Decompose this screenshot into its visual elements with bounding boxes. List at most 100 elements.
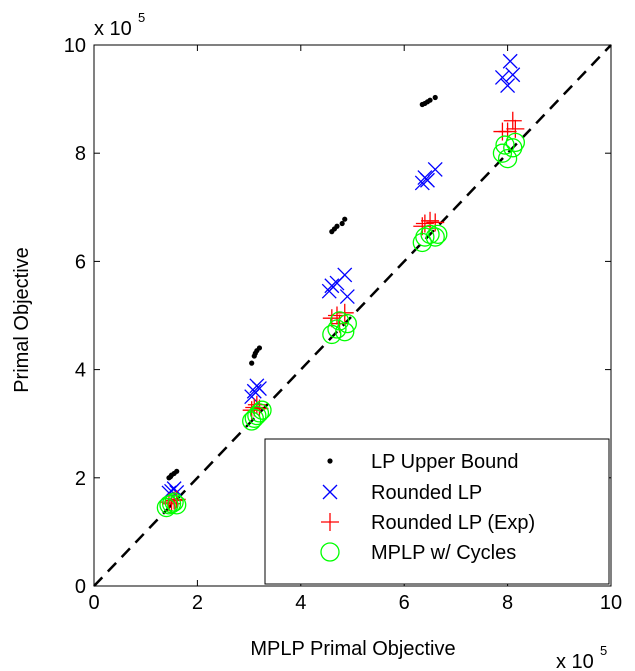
data-point-0-14 xyxy=(342,216,348,222)
data-point-1-9 xyxy=(324,278,340,294)
data-point-1-12-stroke-b xyxy=(339,289,355,305)
y-tick-label-2: 4 xyxy=(75,360,86,382)
legend-marker-1-stroke-b xyxy=(322,484,338,500)
data-point-3-14 xyxy=(337,313,357,334)
data-point-0-8 xyxy=(256,345,263,351)
x-tick-label-3: 6 xyxy=(399,592,410,614)
data-point-0-9 xyxy=(252,350,258,356)
data-point-1-13 xyxy=(414,175,430,191)
data-point-2-14 xyxy=(421,211,440,230)
data-point-1-19-stroke-b xyxy=(502,53,518,69)
x-exponent-label: x 10 5 xyxy=(556,643,607,671)
data-point-3-22 xyxy=(497,148,518,169)
data-point-3-21 xyxy=(495,135,515,155)
data-point-0-5 xyxy=(249,360,255,366)
y-exponent-label: x 10 5 xyxy=(94,10,145,40)
data-point-3-12 xyxy=(329,311,350,331)
x-tick-label-2: 4 xyxy=(295,592,306,614)
data-point-1-13-stroke-b xyxy=(414,175,430,191)
data-point-1-7 xyxy=(251,381,267,396)
data-point-0-19 xyxy=(432,94,438,101)
x-exponent-power: 5 xyxy=(600,643,607,658)
y-tick-label-0: 0 xyxy=(75,576,86,598)
data-point-1-20-stroke-b xyxy=(505,67,521,83)
legend-box xyxy=(264,438,610,585)
data-point-3-4 xyxy=(167,495,187,515)
x-axis-label: MPLP Primal Objective xyxy=(250,638,455,660)
x-tick-label-1: 2 xyxy=(192,592,203,614)
data-point-3-9 xyxy=(252,400,272,420)
legend-entry-0: LP Upper Bound xyxy=(327,451,519,473)
data-point-3-13 xyxy=(335,322,355,342)
data-point-1-15 xyxy=(420,172,435,188)
data-point-3-17 xyxy=(420,224,440,245)
x-tick-label-5: 10 xyxy=(600,592,622,614)
data-point-1-19 xyxy=(502,53,518,69)
data-point-3-5 xyxy=(242,411,262,431)
series-0 xyxy=(166,94,438,481)
x-tick-label-0: 0 xyxy=(88,592,99,614)
legend-marker-3 xyxy=(320,542,340,562)
data-point-1-17-stroke-b xyxy=(494,70,510,85)
data-point-3-11 xyxy=(327,319,347,339)
data-point-2-19 xyxy=(506,119,525,138)
y-tick-label-4: 8 xyxy=(75,143,86,165)
data-point-0-13 xyxy=(339,220,345,227)
data-point-1-9-stroke-b xyxy=(324,278,340,294)
data-point-0-18 xyxy=(427,97,433,103)
legend-label-3: MPLP w/ Cycles xyxy=(371,542,516,564)
x-tick-label-4: 8 xyxy=(502,592,513,614)
series-1 xyxy=(161,53,521,501)
data-point-3-10 xyxy=(322,324,342,345)
plot-area xyxy=(93,44,612,587)
data-point-2-13 xyxy=(415,214,434,233)
data-point-0-4 xyxy=(167,474,174,480)
legend-label-2: Rounded LP (Exp) xyxy=(371,512,535,534)
data-point-3-20 xyxy=(492,143,513,163)
y-tick-label-3: 6 xyxy=(75,251,86,273)
data-point-1-20 xyxy=(505,67,521,83)
data-point-1-18 xyxy=(500,78,516,94)
legend: LP Upper Bound Rounded LP Rounded LP (Exp)… xyxy=(264,438,610,585)
data-point-1-15-stroke-b xyxy=(420,172,435,188)
data-point-1-11 xyxy=(337,267,353,283)
data-point-3-8 xyxy=(249,403,270,423)
y-axis-label: Primal Objective xyxy=(11,247,33,393)
data-point-1-16 xyxy=(427,161,443,177)
data-point-3-1 xyxy=(159,495,179,515)
y-tick-label-1: 2 xyxy=(75,468,86,490)
data-point-1-18-stroke-b xyxy=(500,78,516,94)
data-point-1-7-stroke-b xyxy=(251,381,267,396)
data-point-1-12 xyxy=(339,289,355,305)
axes: 0 2 4 6 8 10 0 2 4 6 8 10 xyxy=(64,35,622,614)
legend-label-1: Rounded LP xyxy=(371,482,482,504)
legend-marker-0 xyxy=(327,458,333,464)
legend-marker-2 xyxy=(321,513,339,531)
y-exponent-base: x 10 xyxy=(94,18,132,40)
data-point-2-18 xyxy=(503,111,522,130)
legend-label-0: LP Upper Bound xyxy=(371,451,519,473)
legend-entry-1: Rounded LP xyxy=(322,482,482,504)
data-point-0-3 xyxy=(174,468,180,474)
data-point-3-24 xyxy=(505,132,526,153)
series-3 xyxy=(156,132,526,518)
x-exponent-base: x 10 xyxy=(556,651,594,671)
y-exponent-power: 5 xyxy=(138,10,145,25)
data-point-3-6 xyxy=(244,408,264,428)
legend-entry-3: MPLP w/ Cycles xyxy=(320,542,516,564)
data-point-3-18 xyxy=(425,227,445,247)
legend-marker-1 xyxy=(322,484,338,500)
data-point-1-5-stroke-b xyxy=(246,383,262,399)
data-point-3-3 xyxy=(164,492,184,512)
legend-entry-2: Rounded LP (Exp) xyxy=(321,512,535,534)
data-point-1-16-stroke-b xyxy=(427,161,443,177)
axes-frame xyxy=(93,44,612,587)
data-point-1-11-stroke-b xyxy=(337,267,353,283)
data-point-3-16 xyxy=(415,227,435,247)
data-point-0-12 xyxy=(334,223,340,229)
data-point-1-17 xyxy=(494,70,510,85)
data-point-3-7 xyxy=(247,405,267,426)
y-tick-label-5: 10 xyxy=(64,35,86,57)
data-point-3-19 xyxy=(428,224,448,245)
